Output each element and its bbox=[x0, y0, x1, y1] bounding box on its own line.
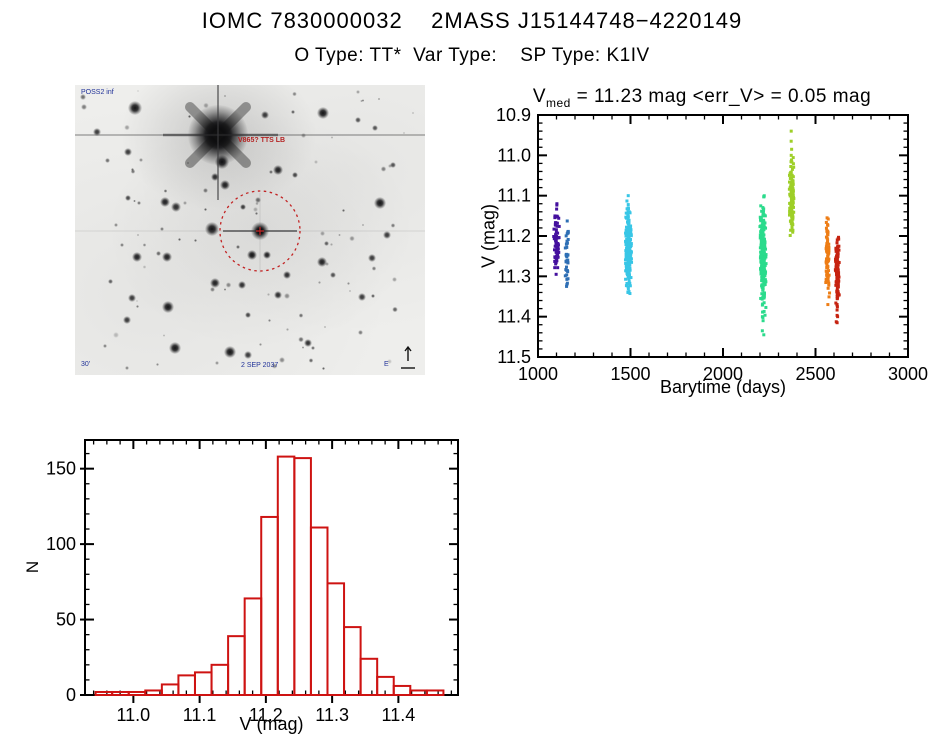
histogram-xaxis-label: V (mag) bbox=[239, 714, 304, 734]
lightcurve-yaxis-label: V (mag) bbox=[478, 203, 499, 269]
svg-text:3000: 3000 bbox=[888, 364, 928, 384]
svg-text:11.3: 11.3 bbox=[315, 705, 349, 725]
lightcurve-title-sub: med bbox=[546, 95, 571, 110]
svg-text:150: 150 bbox=[46, 459, 76, 479]
svg-text:2500: 2500 bbox=[795, 364, 835, 384]
page-subtitle: O Type: TT* Var Type: SP Type: K1IV bbox=[294, 45, 650, 66]
svg-text:11.4: 11.4 bbox=[382, 705, 416, 725]
finder-overlay bbox=[75, 85, 425, 369]
finder-survey-label: POSS2 inf bbox=[81, 89, 114, 96]
lightcurve-title-v: V bbox=[532, 86, 546, 107]
svg-text:11.1: 11.1 bbox=[497, 186, 531, 206]
finder-east-label: E bbox=[384, 361, 389, 368]
svg-text:11.0: 11.0 bbox=[117, 705, 151, 725]
north-arrow-icon bbox=[401, 345, 415, 369]
svg-text:1000: 1000 bbox=[518, 364, 558, 384]
svg-text:2000: 2000 bbox=[703, 364, 743, 384]
lightcurve-title: Vmed = 11.23 mag <err_V> = 0.05 mag bbox=[460, 86, 944, 110]
svg-text:11.2: 11.2 bbox=[497, 226, 531, 246]
svg-text:50: 50 bbox=[56, 610, 76, 630]
svg-text:100: 100 bbox=[46, 534, 76, 554]
lightcurve-xaxis-label: Barytime (days) bbox=[659, 377, 787, 397]
lightcurve-plot: 1000 1500 2000 2500 3000 10.9 11.0 11.1 11.2 11.3… bbox=[496, 105, 928, 384]
svg-text:11.0: 11.0 bbox=[497, 145, 531, 165]
svg-text:10.9: 10.9 bbox=[496, 105, 531, 125]
finder-target-label: V865? TTS LB bbox=[238, 137, 286, 144]
svg-text:1500: 1500 bbox=[610, 364, 650, 384]
svg-text:11.4: 11.4 bbox=[497, 307, 531, 327]
lightcurve-title-rest: = 11.23 mag <err_V> = 0.05 mag bbox=[570, 86, 872, 107]
svg-text:11.2: 11.2 bbox=[249, 705, 283, 725]
finder-date-label: 2 SEP 2037 bbox=[241, 362, 279, 369]
finder-scale-label: 30' bbox=[81, 361, 91, 368]
svg-text:11.5: 11.5 bbox=[497, 347, 531, 367]
svg-text:0: 0 bbox=[66, 685, 76, 705]
page-title: IOMC 7830000032 2MASS J15144748−4220149 bbox=[201, 8, 743, 33]
svg-text:11.3: 11.3 bbox=[497, 266, 531, 286]
histogram-yaxis-label: N bbox=[23, 560, 42, 574]
finder-chart-image: POSS2 inf V865? TTS LB 30' 2 SEP 2037 E bbox=[75, 85, 425, 375]
svg-text:11.1: 11.1 bbox=[183, 705, 217, 725]
histogram-plot: 11.0 11.1 11.2 11.3 11.4 0 50 100 150 bbox=[46, 439, 459, 725]
